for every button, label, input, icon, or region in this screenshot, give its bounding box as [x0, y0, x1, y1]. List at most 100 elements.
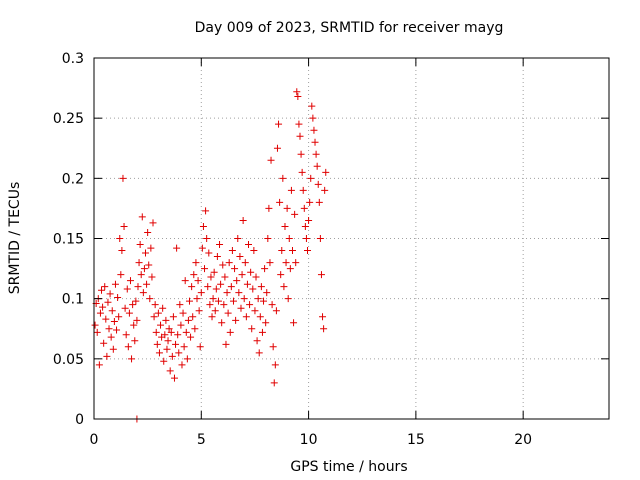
data-point — [245, 241, 252, 249]
data-point — [225, 259, 233, 267]
data-point — [219, 261, 227, 269]
data-point — [248, 325, 256, 333]
data-point — [162, 316, 170, 324]
data-point — [217, 280, 225, 288]
x-tick-label: 20 — [514, 432, 532, 448]
data-point — [255, 349, 263, 357]
data-point — [176, 301, 184, 309]
data-point — [287, 186, 295, 194]
data-point — [298, 168, 306, 176]
data-point — [192, 259, 200, 267]
data-point — [184, 316, 192, 324]
y-tick-label: 0.25 — [53, 111, 84, 127]
chart-title: Day 009 of 2023, SRMTID for receiver may… — [195, 20, 504, 36]
data-point — [132, 297, 140, 305]
data-point — [180, 343, 188, 351]
data-point — [292, 259, 300, 267]
data-point — [246, 301, 254, 309]
data-point — [233, 277, 241, 285]
data-point — [160, 357, 168, 365]
data-point — [169, 313, 177, 321]
data-point — [288, 247, 296, 255]
data-point — [179, 309, 187, 317]
data-point — [305, 216, 313, 224]
data-point — [310, 126, 318, 134]
data-point — [189, 313, 197, 321]
data-point — [118, 247, 126, 255]
data-point — [208, 313, 216, 321]
data-point — [130, 321, 138, 329]
data-point — [273, 144, 281, 152]
data-point — [224, 309, 232, 317]
data-point — [196, 343, 204, 351]
x-tick-label: 10 — [300, 432, 318, 448]
data-point — [249, 285, 257, 293]
data-point — [316, 235, 324, 242]
data-point — [139, 289, 147, 297]
data-point — [170, 374, 178, 382]
data-point — [202, 207, 210, 215]
data-point — [193, 295, 201, 303]
data-point — [317, 271, 325, 279]
data-point — [167, 328, 175, 336]
data-point — [152, 328, 160, 336]
data-point — [271, 361, 279, 369]
data-point — [128, 355, 136, 363]
data-point — [114, 293, 122, 301]
data-point — [131, 337, 139, 345]
data-point — [108, 307, 116, 315]
y-tick-label: 0.15 — [53, 232, 84, 248]
data-point — [172, 340, 180, 348]
data-point — [258, 328, 266, 336]
data-point — [306, 198, 314, 206]
data-point — [207, 273, 215, 281]
data-point — [286, 265, 294, 273]
data-point — [144, 228, 152, 236]
data-point — [163, 345, 171, 353]
data-point — [206, 301, 214, 309]
data-point — [191, 325, 199, 333]
data-point — [95, 361, 103, 369]
data-point — [188, 283, 196, 291]
data-point — [159, 304, 167, 312]
data-point — [293, 88, 301, 96]
data-point — [243, 280, 251, 288]
data-point — [261, 265, 269, 273]
data-point — [121, 304, 129, 312]
data-point — [308, 102, 316, 110]
axis-ticks — [93, 57, 609, 420]
data-point — [256, 313, 264, 321]
data-point — [313, 162, 321, 170]
data-point — [116, 235, 124, 242]
data-point — [282, 259, 290, 267]
data-point — [107, 333, 115, 341]
data-point — [218, 319, 226, 327]
data-point — [278, 247, 286, 255]
data-point — [110, 318, 118, 326]
data-point — [211, 307, 219, 315]
data-point — [117, 271, 125, 279]
data-point — [284, 295, 292, 303]
y-tick-label: 0.05 — [53, 352, 84, 368]
data-point — [290, 319, 298, 327]
y-tick-labels: 0 0.05 0.1 0.15 0.2 0.25 0.3 — [53, 51, 84, 428]
data-point — [122, 331, 130, 339]
y-tick-label: 0.3 — [62, 51, 84, 67]
data-point — [247, 268, 255, 276]
data-point — [257, 283, 265, 291]
data-point — [307, 174, 315, 182]
data-point — [216, 241, 224, 249]
data-point — [251, 307, 259, 315]
data-point — [227, 283, 235, 291]
data-point — [173, 244, 181, 252]
data-point — [142, 249, 149, 257]
data-point — [309, 114, 317, 122]
data-point — [174, 331, 182, 339]
data-point — [102, 315, 110, 323]
data-point — [201, 265, 209, 273]
data-point — [129, 301, 137, 309]
data-point — [175, 349, 183, 357]
data-point — [285, 235, 293, 242]
data-point — [113, 326, 121, 334]
data-point — [236, 253, 244, 261]
